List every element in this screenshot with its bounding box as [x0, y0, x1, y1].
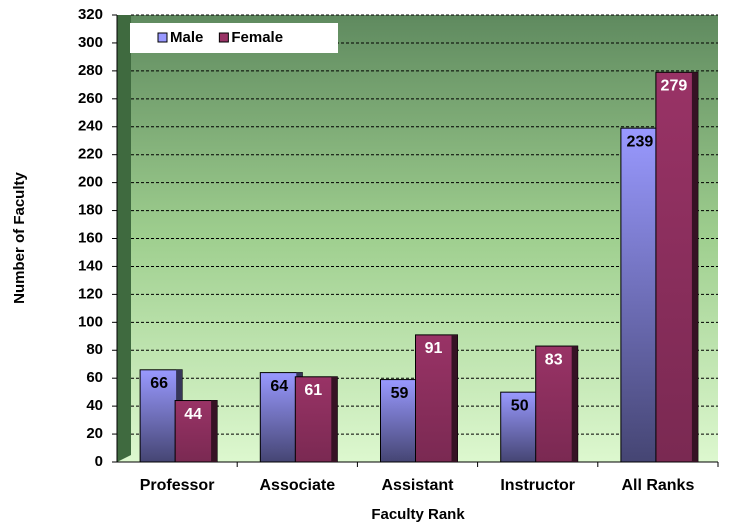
y-tick-label: 320 — [78, 6, 103, 23]
y-tick-label: 300 — [78, 34, 103, 51]
bar — [535, 345, 579, 463]
y-axis-label: Number of Faculty — [11, 172, 28, 304]
y-tick-label: 0 — [95, 453, 103, 470]
y-tick-label: 140 — [78, 257, 103, 274]
value-label: 83 — [545, 351, 563, 368]
legend-swatch — [218, 32, 229, 43]
value-label: 239 — [627, 133, 654, 150]
value-label: 61 — [304, 382, 322, 399]
legend-label: Male — [170, 29, 203, 46]
value-label: 91 — [425, 340, 443, 357]
value-label: 50 — [511, 397, 529, 414]
bar-side — [451, 334, 458, 462]
y-tick-label: 20 — [86, 425, 103, 442]
y-tick-label: 120 — [78, 285, 103, 302]
value-label: 59 — [391, 385, 409, 402]
legend-label: Female — [231, 29, 283, 46]
bar-side — [211, 400, 218, 462]
bar — [294, 376, 338, 463]
x-tick-label: Associate — [260, 477, 336, 494]
x-tick-label: Professor — [140, 477, 215, 494]
value-label: 66 — [150, 375, 168, 392]
legend-swatch — [157, 32, 168, 43]
y-tick-label: 280 — [78, 62, 103, 79]
y-tick-label: 240 — [78, 118, 103, 135]
bar — [415, 334, 458, 463]
y-tick-label: 100 — [78, 313, 103, 330]
y-tick-label: 200 — [78, 174, 103, 191]
x-tick-label: Instructor — [500, 477, 575, 494]
bar-side — [571, 346, 578, 462]
y-tick-label: 160 — [78, 229, 103, 246]
x-tick-label: Assistant — [381, 477, 454, 494]
value-label: 64 — [270, 378, 288, 395]
x-tick-label: All Ranks — [621, 477, 694, 494]
bar — [655, 71, 699, 463]
y-tick-label: 260 — [78, 90, 103, 107]
y-tick-label: 180 — [78, 202, 103, 219]
value-label: 44 — [184, 406, 202, 423]
y-tick-label: 60 — [86, 369, 103, 386]
y-tick-label: 220 — [78, 146, 103, 163]
value-label: 279 — [661, 77, 688, 94]
plot-wall — [117, 15, 131, 462]
bar-side — [691, 72, 698, 462]
y-tick-label: 40 — [86, 397, 103, 414]
x-axis-label: Faculty Rank — [371, 506, 465, 523]
bar-side — [331, 376, 338, 462]
y-tick-label: 80 — [86, 341, 103, 358]
